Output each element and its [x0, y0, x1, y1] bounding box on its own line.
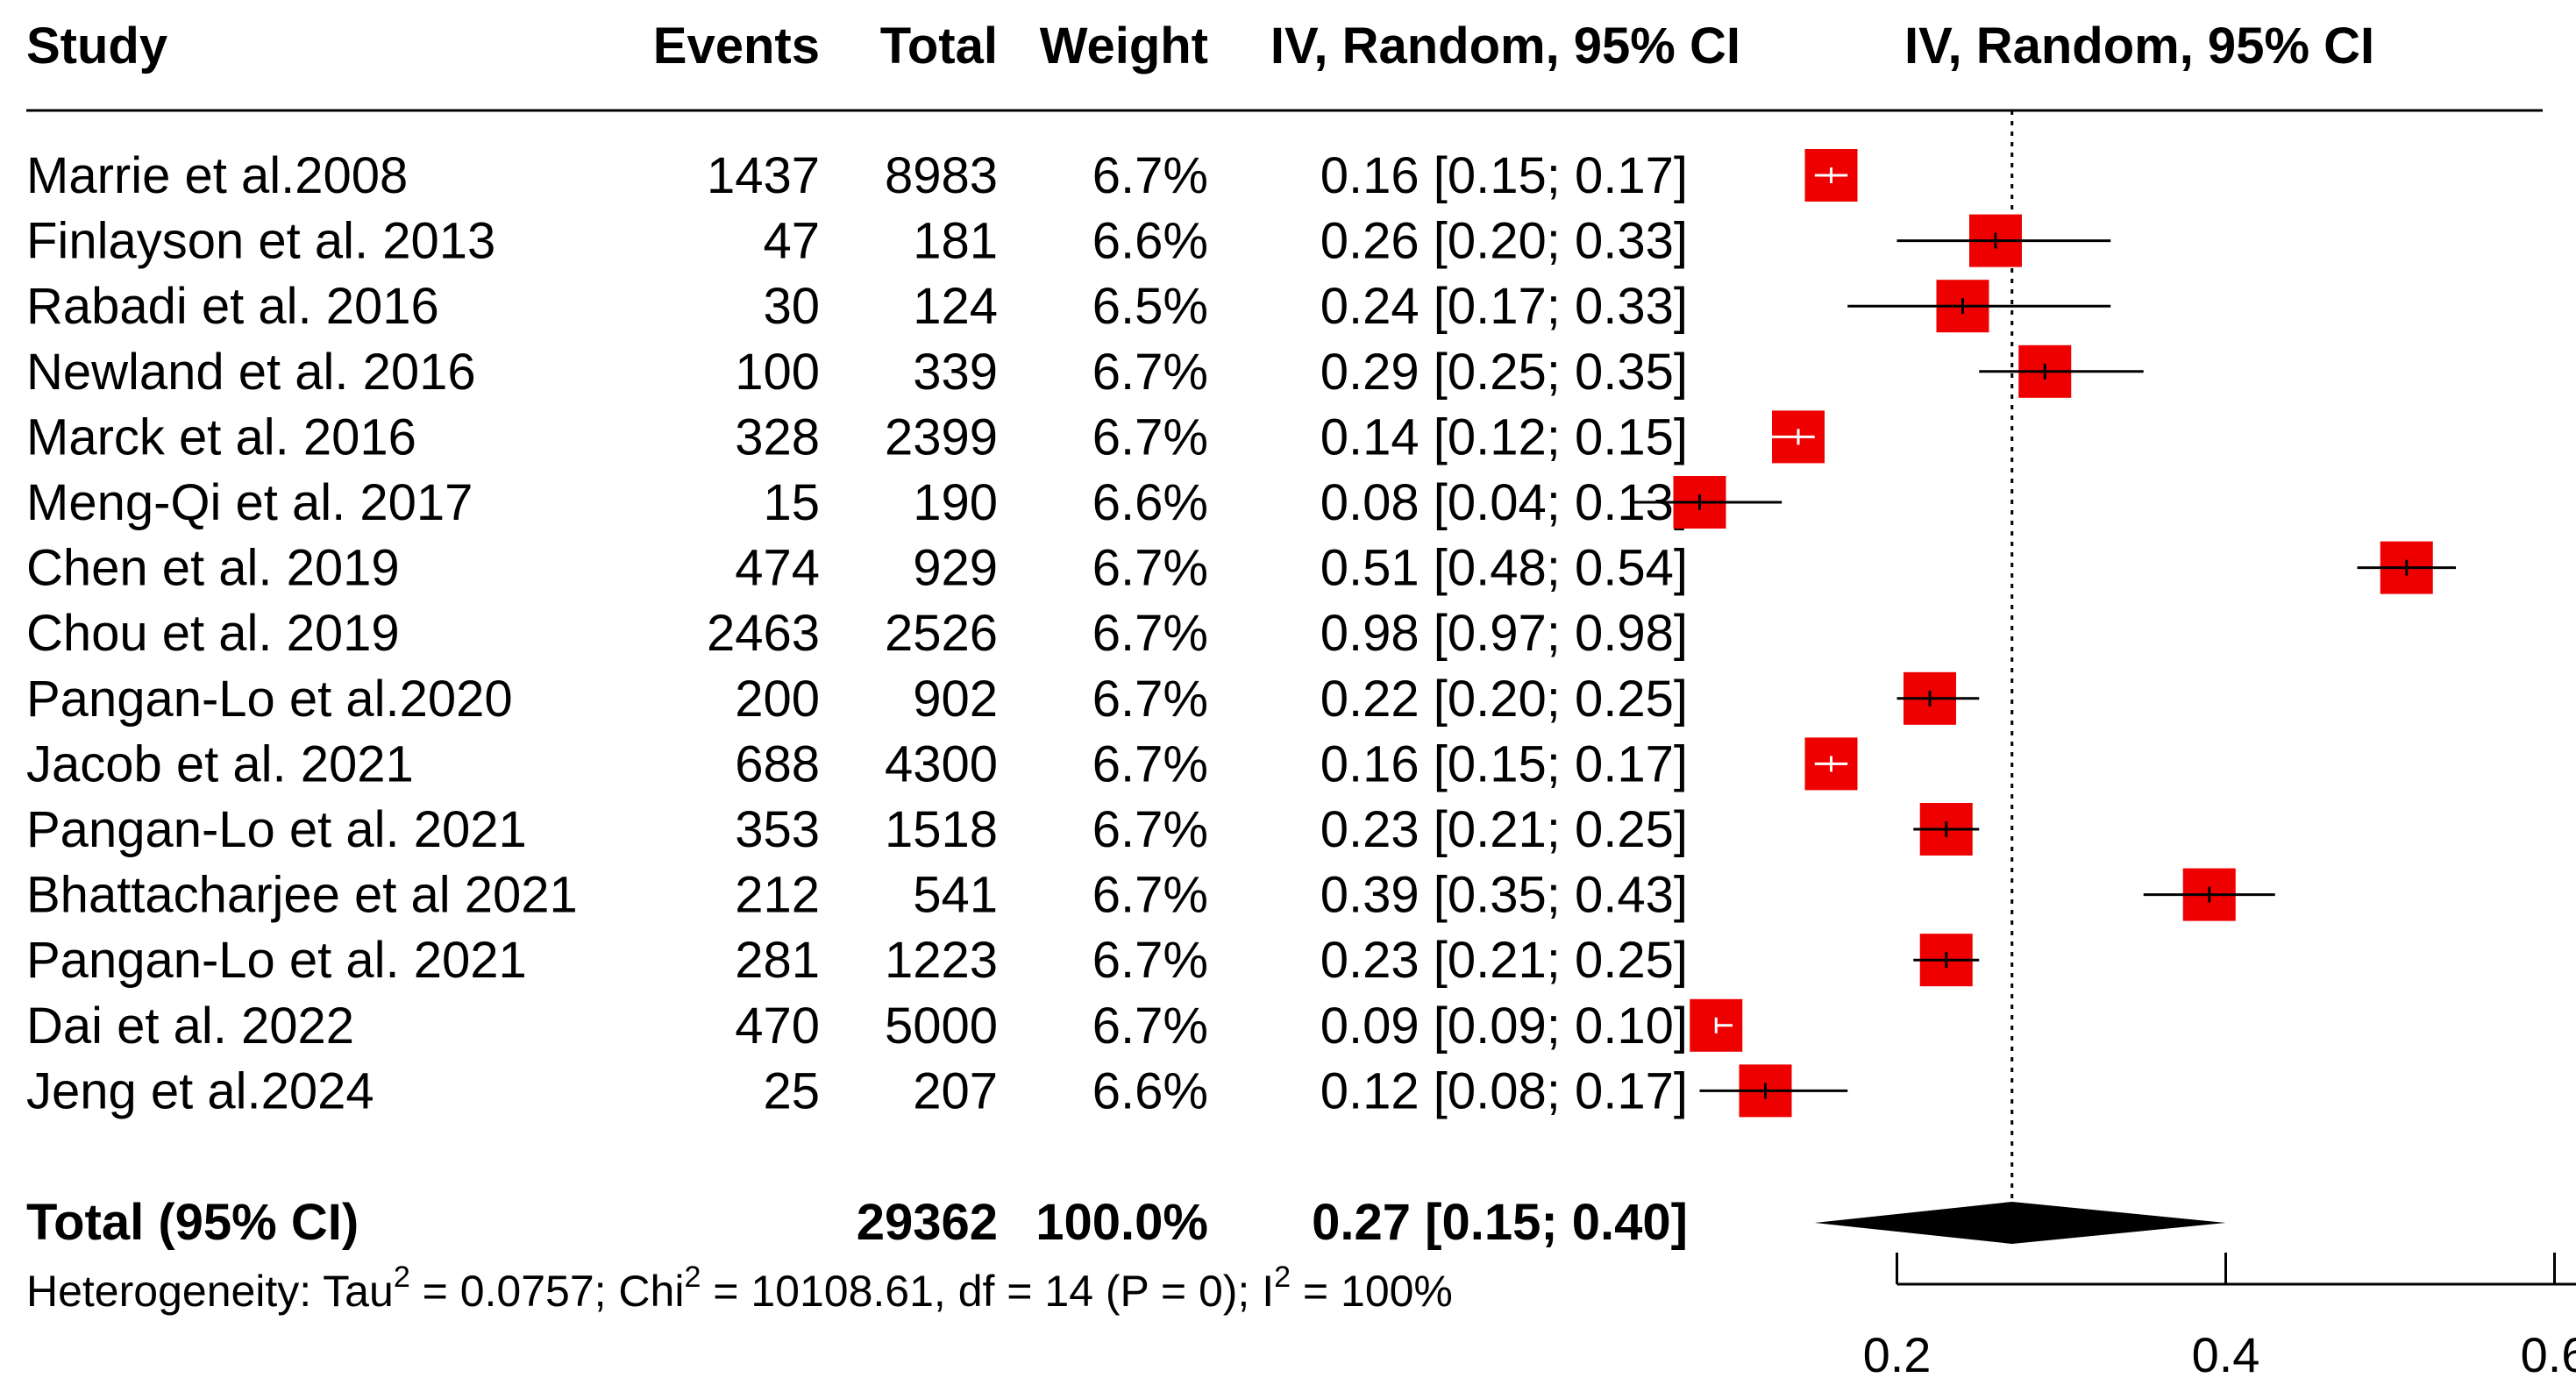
study-weight: 6.7%: [1092, 408, 1208, 465]
study-weight: 6.5%: [1092, 278, 1208, 335]
study-name: Marrie et al.2008: [26, 147, 408, 204]
study-events: 474: [735, 540, 820, 597]
study-name: Meng-Qi et al. 2017: [26, 474, 473, 531]
study-weight: 6.7%: [1092, 344, 1208, 401]
study-weight: 6.7%: [1092, 671, 1208, 728]
study-events: 2463: [707, 605, 820, 662]
header-ci: IV, Random, 95% CI: [1270, 18, 1740, 75]
study-ci: 0.12 [0.08; 0.17]: [1320, 1062, 1688, 1119]
study-events: 47: [763, 213, 820, 270]
study-weight: 6.7%: [1092, 540, 1208, 597]
study-total: 902: [913, 671, 998, 728]
study-total: 929: [913, 540, 998, 597]
study-ci: 0.51 [0.48; 0.54]: [1320, 540, 1688, 597]
study-name: Pangan-Lo et al. 2021: [26, 932, 527, 989]
study-weight: 6.7%: [1092, 998, 1208, 1055]
study-events: 470: [735, 998, 820, 1055]
study-ci: 0.98 [0.97; 0.98]: [1320, 605, 1688, 662]
study-events: 1437: [707, 147, 820, 204]
study-markers: [1633, 149, 2456, 1118]
study-total: 181: [913, 213, 998, 270]
x-tick-label: 0.2: [1863, 1327, 1932, 1382]
study-events: 328: [735, 408, 820, 465]
study-total: 1518: [885, 801, 998, 858]
study-events: 688: [735, 735, 820, 792]
study-ci: 0.16 [0.15; 0.17]: [1320, 147, 1688, 204]
x-axis: 0.20.40.60.8: [1863, 1253, 2576, 1382]
study-ci: 0.09 [0.09; 0.10]: [1320, 998, 1688, 1055]
study-name: Jacob et al. 2021: [26, 735, 414, 792]
study-total: 339: [913, 344, 998, 401]
study-weight: 6.7%: [1092, 735, 1208, 792]
study-weight: 6.6%: [1092, 1062, 1208, 1119]
study-name: Chen et al. 2019: [26, 540, 400, 597]
study-ci: 0.24 [0.17; 0.33]: [1320, 278, 1688, 335]
study-name: Pangan-Lo et al. 2021: [26, 801, 527, 858]
study-total: 8983: [885, 147, 998, 204]
study-total: 2399: [885, 408, 998, 465]
study-name: Dai et al. 2022: [26, 998, 354, 1055]
heterogeneity-text: Heterogeneity: Tau2 = 0.0757; Chi2 = 101…: [26, 1261, 1453, 1316]
study-weight: 6.7%: [1092, 867, 1208, 924]
study-ci: 0.29 [0.25; 0.35]: [1320, 344, 1688, 401]
study-total: 5000: [885, 998, 998, 1055]
study-ci: 0.23 [0.21; 0.25]: [1320, 801, 1688, 858]
study-events: 15: [763, 474, 820, 531]
study-name: Finlayson et al. 2013: [26, 213, 495, 270]
study-weight: 6.7%: [1092, 932, 1208, 989]
study-events: 281: [735, 932, 820, 989]
header-total: Total: [880, 18, 998, 75]
study-total: 190: [913, 474, 998, 531]
study-total: 4300: [885, 735, 998, 792]
study-ci: 0.22 [0.20; 0.25]: [1320, 671, 1688, 728]
study-name: Chou et al. 2019: [26, 605, 400, 662]
header-weight: Weight: [1040, 18, 1208, 75]
study-weight: 6.7%: [1092, 605, 1208, 662]
x-tick-label: 0.6: [2521, 1327, 2576, 1382]
study-events: 212: [735, 867, 820, 924]
study-weight: 6.7%: [1092, 147, 1208, 204]
study-name: Marck et al. 2016: [26, 408, 416, 465]
study-events: 200: [735, 671, 820, 728]
study-name: Pangan-Lo et al.2020: [26, 671, 513, 728]
study-total: 2526: [885, 605, 998, 662]
study-ci: 0.16 [0.15; 0.17]: [1320, 735, 1688, 792]
summary-diamond: [1814, 1202, 2226, 1244]
study-name: Rabadi et al. 2016: [26, 278, 439, 335]
study-weight: 6.7%: [1092, 801, 1208, 858]
study-ci: 0.08 [0.04; 0.13]: [1320, 474, 1688, 531]
study-events: 25: [763, 1062, 820, 1119]
study-name: Jeng et al.2024: [26, 1062, 374, 1119]
study-weight: 6.6%: [1092, 474, 1208, 531]
study-name: Newland et al. 2016: [26, 344, 476, 401]
header-events: Events: [653, 18, 820, 75]
study-events: 30: [763, 278, 820, 335]
total-weight: 100.0%: [1035, 1194, 1208, 1251]
header-plot: IV, Random, 95% CI: [1904, 18, 2374, 75]
study-events: 100: [735, 344, 820, 401]
study-ci: 0.14 [0.12; 0.15]: [1320, 408, 1688, 465]
study-rows: Marrie et al.2008 1437 8983 6.7% 0.16 [0.15;…: [26, 147, 1688, 1119]
study-total: 1223: [885, 932, 998, 989]
header-study: Study: [26, 18, 167, 75]
x-tick-label: 0.4: [2192, 1327, 2260, 1382]
study-events: 353: [735, 801, 820, 858]
study-total: 124: [913, 278, 998, 335]
study-name: Bhattacharjee et al 2021: [26, 867, 578, 924]
total-label: Total (95% CI): [26, 1194, 359, 1251]
total-ci: 0.27 [0.15; 0.40]: [1312, 1194, 1688, 1251]
study-total: 207: [913, 1062, 998, 1119]
study-ci: 0.23 [0.21; 0.25]: [1320, 932, 1688, 989]
study-ci: 0.39 [0.35; 0.43]: [1320, 867, 1688, 924]
study-ci: 0.26 [0.20; 0.33]: [1320, 213, 1688, 270]
total-count: 29362: [857, 1194, 998, 1251]
study-weight: 6.6%: [1092, 213, 1208, 270]
study-total: 541: [913, 867, 998, 924]
